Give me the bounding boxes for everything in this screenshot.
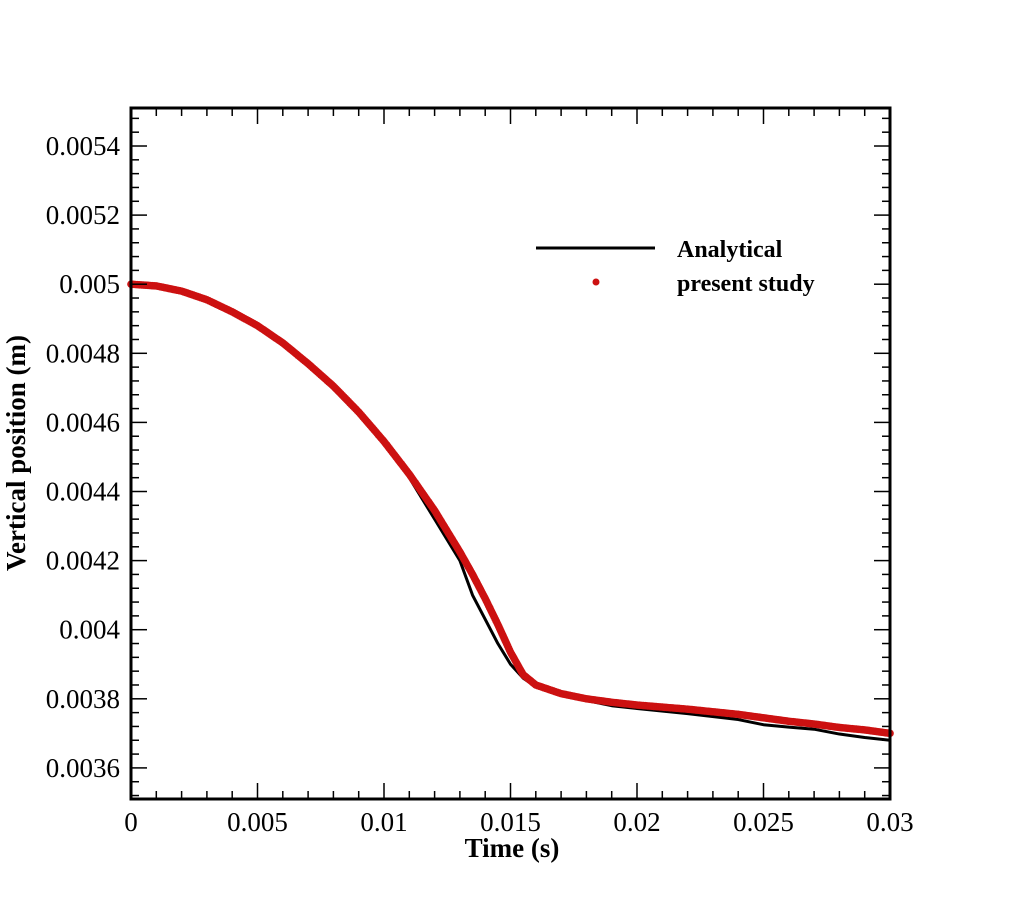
legend-label-analytical: Analytical xyxy=(677,237,783,263)
legend-marker-present-study xyxy=(592,278,600,286)
series-analytical-line xyxy=(130,282,891,742)
x-tick-label: 0.015 xyxy=(480,807,541,837)
x-tick-label: 0 xyxy=(124,807,138,837)
y-tick-label: 0.004 xyxy=(59,615,120,645)
x-tick-label: 0.03 xyxy=(866,807,913,837)
y-tick-label: 0.0036 xyxy=(46,753,120,783)
plot-marks xyxy=(127,280,894,742)
y-tick-label: 0.0042 xyxy=(46,546,120,576)
x-axis-title: Time (s) xyxy=(465,833,560,863)
y-tick-label: 0.005 xyxy=(59,269,120,299)
y-tick-label: 0.0048 xyxy=(46,338,120,368)
y-tick-label: 0.0052 xyxy=(46,200,120,230)
y-tick-label: 0.0046 xyxy=(46,407,120,437)
x-tick-label: 0.01 xyxy=(360,807,407,837)
legend: Analytical present study xyxy=(536,237,815,297)
axis-ticks: 0 0.005 0.01 0.015 0.02 0.025 0.03 0.0036 0.0038… xyxy=(46,108,914,837)
x-tick-label: 0.005 xyxy=(227,807,288,837)
x-tick-label: 0.02 xyxy=(613,807,660,837)
y-tick-label: 0.0038 xyxy=(46,684,120,714)
plot-frame xyxy=(129,106,892,801)
y-tick-label: 0.0054 xyxy=(46,131,121,161)
x-tick-label: 0.025 xyxy=(733,807,794,837)
series-present-study xyxy=(127,280,894,738)
y-axis-title: Vertical position (m) xyxy=(1,335,31,571)
legend-label-present-study: present study xyxy=(677,271,815,297)
y-tick-label: 0.0044 xyxy=(46,477,121,507)
